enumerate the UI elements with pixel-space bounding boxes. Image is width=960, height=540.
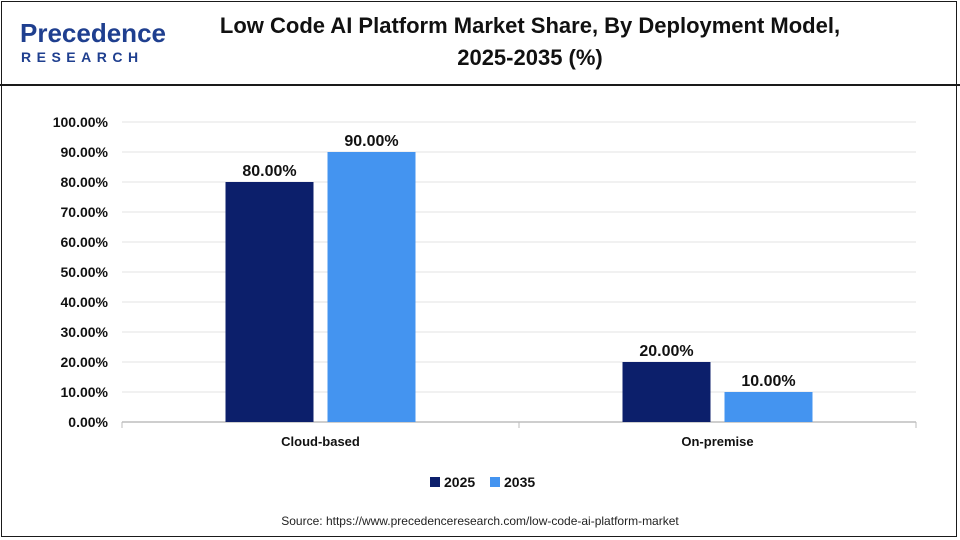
y-tick-label: 10.00% — [61, 384, 109, 400]
header-divider — [0, 84, 960, 86]
bar-chart: 0.00% 10.00% 20.00% 30.00% 40.00% 50.00% 60.00… — [53, 114, 917, 490]
legend-swatch-2025 — [430, 477, 440, 487]
x-category-label: Cloud-based — [281, 434, 360, 449]
legend-label-2025: 2025 — [444, 474, 475, 490]
precedence-research-logo: Precedence RESEARCH — [20, 18, 166, 65]
chart-title: Low Code AI Platform Market Share, By De… — [170, 10, 890, 74]
x-category-label: On-premise — [681, 434, 753, 449]
y-tick-label: 50.00% — [61, 264, 109, 280]
chart-title-line-2: 2025-2035 (%) — [457, 45, 603, 70]
logo-name-bottom: RESEARCH — [21, 49, 144, 65]
data-label: 80.00% — [242, 163, 296, 180]
y-tick-label: 100.00% — [53, 114, 109, 130]
y-tick-label: 90.00% — [61, 144, 109, 160]
bar-2035-on-premise — [724, 392, 813, 422]
gridlines — [122, 121, 916, 393]
y-tick-label: 0.00% — [68, 414, 108, 430]
chart-title-line-1: Low Code AI Platform Market Share, By De… — [219, 13, 841, 38]
data-labels: 80.00% 90.00% 20.00% 10.00% — [242, 133, 795, 390]
source-note: Source: https://www.precedenceresearch.c… — [281, 514, 679, 528]
legend-swatch-2035 — [490, 477, 500, 487]
bar-2035-cloud-based — [327, 152, 416, 422]
data-label: 10.00% — [741, 373, 795, 390]
data-label: 90.00% — [344, 133, 398, 150]
y-tick-label: 60.00% — [61, 234, 109, 250]
bar-2025-on-premise — [622, 362, 711, 422]
y-tick-label: 40.00% — [61, 294, 109, 310]
y-tick-label: 70.00% — [61, 204, 109, 220]
legend: 2025 2035 — [430, 474, 535, 490]
data-label: 20.00% — [639, 343, 693, 360]
legend-label-2035: 2035 — [504, 474, 535, 490]
logo-name-top: Precedence — [20, 18, 166, 48]
y-tick-label: 80.00% — [61, 174, 109, 190]
y-tick-label: 30.00% — [61, 324, 109, 340]
header: Precedence RESEARCH Low Code AI Platform… — [0, 0, 960, 84]
bars — [225, 152, 813, 422]
bar-2025-cloud-based — [225, 182, 314, 422]
y-tick-label: 20.00% — [61, 354, 109, 370]
